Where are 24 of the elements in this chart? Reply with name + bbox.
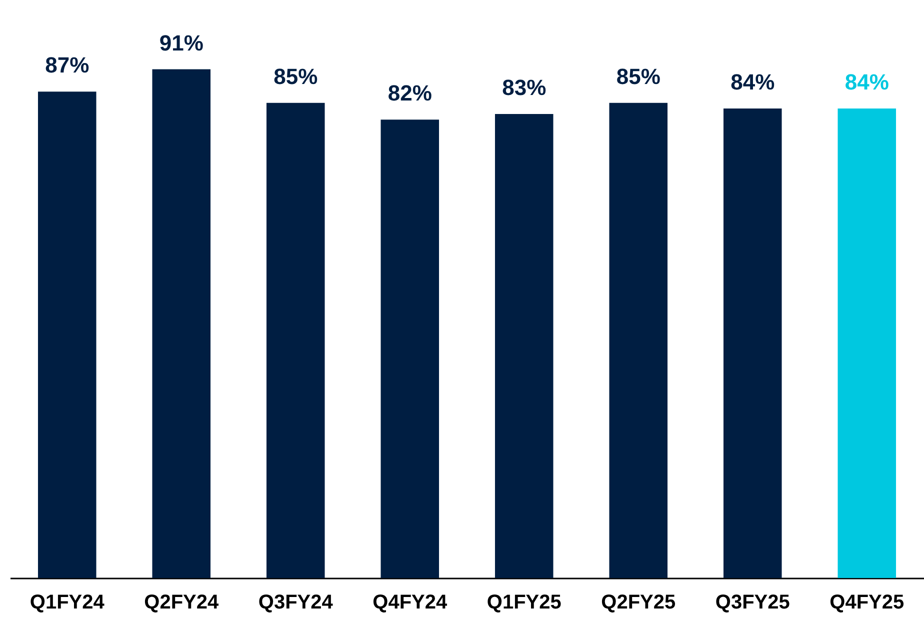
data-label: 82% — [388, 80, 432, 106]
data-label: 87% — [45, 52, 90, 78]
x-tick-label: Q2FY25 — [601, 592, 676, 614]
x-tick-label: Q3FY24 — [258, 592, 334, 614]
data-label: 84% — [844, 69, 889, 94]
bar — [494, 114, 554, 578]
bar — [152, 69, 211, 578]
data-label: 83% — [502, 75, 546, 100]
x-tick-label: Q1FY25 — [486, 592, 562, 614]
data-label: 84% — [730, 69, 775, 94]
bar — [380, 120, 440, 578]
x-tick-label: Q4FY24 — [372, 592, 448, 614]
bar — [609, 102, 668, 578]
x-tick-label: Q2FY24 — [144, 592, 220, 614]
bar — [838, 108, 896, 578]
data-label: 91% — [159, 30, 204, 56]
x-tick-label: Q4FY25 — [830, 592, 904, 614]
bar — [38, 92, 96, 578]
bar — [723, 108, 782, 578]
bar — [266, 102, 325, 578]
data-label: 85% — [274, 64, 318, 89]
x-tick-label: Q1FY24 — [30, 592, 106, 614]
data-label: 85% — [616, 64, 660, 89]
x-tick-label: Q3FY25 — [715, 592, 790, 614]
